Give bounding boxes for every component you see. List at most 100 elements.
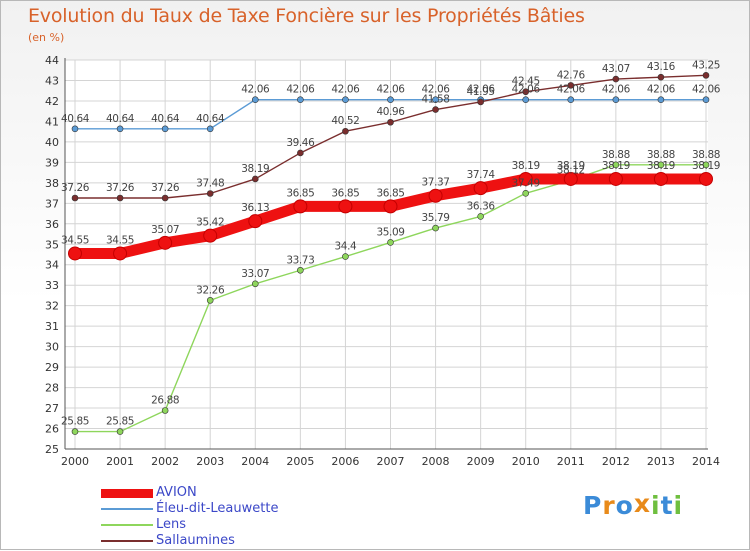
data-label-sallaumines-2003: 37.48 — [196, 177, 224, 189]
legend-swatch — [101, 489, 153, 498]
data-point--leu-dit-leauwette-2012 — [612, 96, 620, 104]
data-point-lens-2002 — [161, 407, 169, 414]
legend-item-avion: AVION — [101, 485, 361, 501]
data-label-lens-2014: 38.88 — [692, 149, 720, 161]
y-tick-label-33: 33 — [45, 279, 59, 292]
data-label--leu-dit-leauwette-2005: 42.06 — [286, 84, 315, 96]
data-label--leu-dit-leauwette-2010: 42.06 — [512, 84, 541, 96]
data-label--leu-dit-leauwette-2008: 42.06 — [422, 84, 451, 96]
data-point-sallaumines-2007 — [387, 118, 394, 126]
data-point-lens-2006 — [342, 253, 349, 260]
data-label-lens-2003: 32.26 — [196, 284, 225, 296]
y-tick-label-29: 29 — [45, 361, 59, 374]
data-point--leu-dit-leauwette-2000 — [71, 125, 79, 133]
data-label-lens-2012: 38.88 — [602, 149, 630, 161]
y-tick-label-28: 28 — [45, 382, 59, 395]
data-point-lens-2000 — [71, 428, 79, 435]
legend-label: Lens — [156, 517, 187, 532]
data-label-avion-2002: 35.07 — [151, 224, 179, 236]
y-tick-label-26: 26 — [45, 423, 59, 436]
legend-swatch — [101, 524, 153, 526]
data-point-sallaumines-2006 — [342, 127, 349, 135]
logo-letter: i — [651, 491, 661, 520]
chart-legend: AVION Éleu-dit-Leauwette Lens Sallaumines — [101, 485, 361, 549]
data-point-avion-2008 — [428, 188, 443, 203]
data-label--leu-dit-leauwette-2004: 42.06 — [241, 84, 270, 96]
data-label-lens-2010: 37.49 — [512, 177, 540, 189]
data-point-lens-2012 — [612, 161, 620, 169]
legend-swatch — [101, 540, 153, 542]
data-label-avion-2005: 36.85 — [286, 187, 314, 199]
data-point-avion-2011 — [563, 171, 578, 186]
data-label-sallaumines-2001: 37.26 — [106, 182, 135, 194]
logo-letter: P — [583, 491, 603, 520]
data-point-avion-2000 — [68, 246, 82, 261]
logo-letter: t — [660, 491, 674, 520]
data-point--leu-dit-leauwette-2008 — [432, 96, 439, 104]
data-point--leu-dit-leauwette-2010 — [522, 96, 530, 104]
data-label-lens-2009: 36.36 — [467, 200, 496, 212]
y-tick-label-36: 36 — [45, 218, 59, 231]
data-point-lens-2009 — [477, 213, 484, 220]
data-point-avion-2012 — [608, 171, 623, 186]
x-tick-label-2004: 2004 — [241, 455, 269, 468]
data-point-sallaumines-2003 — [206, 190, 214, 197]
data-point-lens-2001 — [116, 428, 124, 435]
data-point-avion-2002 — [158, 235, 173, 250]
y-tick-label-34: 34 — [45, 259, 59, 272]
data-point-avion-2009 — [473, 181, 488, 196]
data-point-sallaumines-2010 — [522, 88, 530, 96]
y-tick-label-44: 44 — [45, 54, 59, 67]
y-tick-label-25: 25 — [45, 443, 59, 456]
data-point--leu-dit-leauwette-2011 — [567, 96, 575, 104]
data-label-sallaumines-2005: 39.46 — [286, 137, 315, 149]
data-label-avion-2007: 36.85 — [376, 187, 404, 199]
data-point-sallaumines-2000 — [71, 194, 79, 202]
y-tick-label-43: 43 — [45, 74, 59, 87]
data-point-lens-2014 — [702, 161, 710, 169]
x-tick-label-2001: 2001 — [106, 455, 134, 468]
y-tick-label-35: 35 — [45, 238, 59, 251]
data-label-sallaumines-2014: 43.25 — [692, 59, 720, 71]
x-tick-label-2003: 2003 — [196, 455, 224, 468]
data-label-avion-2000: 34.55 — [61, 234, 89, 246]
legend-item--leu-dit-leauwette: Éleu-dit-Leauwette — [101, 501, 361, 517]
data-label-avion-2003: 35.42 — [196, 217, 224, 229]
data-point-lens-2003 — [206, 297, 214, 304]
y-tick-label-39: 39 — [45, 156, 59, 169]
y-axis-unit: (en %) — [28, 31, 65, 44]
data-label-sallaumines-2006: 40.52 — [331, 115, 359, 127]
x-tick-label-2010: 2010 — [512, 455, 540, 468]
data-label-avion-2014: 38.19 — [692, 160, 720, 172]
data-label--leu-dit-leauwette-2006: 42.06 — [331, 84, 360, 96]
data-point--leu-dit-leauwette-2007 — [387, 96, 394, 104]
x-tick-label-2006: 2006 — [331, 455, 359, 468]
data-point-sallaumines-2009 — [477, 98, 484, 106]
logo-letter: i — [673, 491, 684, 520]
data-point-avion-2005 — [293, 199, 308, 214]
data-label--leu-dit-leauwette-2002: 40.64 — [151, 113, 180, 125]
data-point-lens-2004 — [251, 280, 259, 288]
logo-letter: x — [633, 489, 651, 518]
data-label-lens-2013: 38.88 — [647, 149, 675, 161]
data-point-sallaumines-2012 — [612, 75, 620, 83]
x-tick-label-2009: 2009 — [467, 455, 495, 468]
y-tick-label-41: 41 — [45, 115, 59, 128]
data-point--leu-dit-leauwette-2014 — [702, 96, 710, 104]
data-label--leu-dit-leauwette-2009: 42.06 — [467, 84, 496, 96]
data-label-sallaumines-2002: 37.26 — [151, 182, 180, 194]
legend-label: Sallaumines — [156, 533, 235, 548]
data-label-lens-2008: 35.79 — [422, 212, 450, 224]
y-tick-label-42: 42 — [45, 95, 59, 108]
data-point-sallaumines-2011 — [567, 82, 575, 89]
data-point-sallaumines-2008 — [432, 106, 439, 113]
data-label-sallaumines-2013: 43.16 — [647, 61, 676, 73]
x-tick-label-2005: 2005 — [286, 455, 314, 468]
data-point-sallaumines-2014 — [702, 72, 710, 79]
data-label-avion-2004: 36.13 — [241, 202, 269, 214]
data-label-sallaumines-2008: 41.58 — [422, 94, 450, 106]
data-label-sallaumines-2011: 42.76 — [557, 69, 586, 81]
data-label-avion-2001: 34.55 — [106, 234, 134, 246]
legend-label: AVION — [156, 485, 197, 500]
